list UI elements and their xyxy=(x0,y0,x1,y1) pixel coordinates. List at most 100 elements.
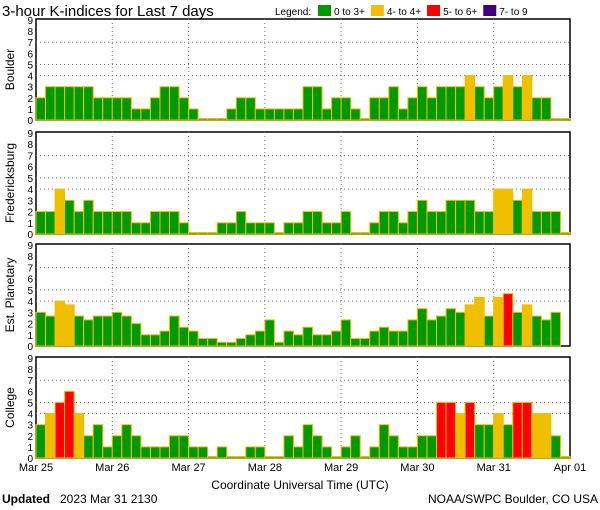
bar xyxy=(254,330,266,347)
bar xyxy=(159,211,170,235)
bar xyxy=(226,456,237,459)
bar xyxy=(302,211,314,235)
bar xyxy=(540,319,552,347)
bar xyxy=(149,97,161,121)
bar xyxy=(35,424,47,459)
bar xyxy=(321,222,333,235)
y-tick-label: 8 xyxy=(27,140,33,151)
bar xyxy=(378,424,390,459)
y-tick-label: 5 xyxy=(27,286,33,297)
bar xyxy=(369,97,380,121)
bar xyxy=(531,97,542,121)
bar xyxy=(245,97,256,121)
y-tick-label: 7 xyxy=(27,376,33,387)
bar xyxy=(321,108,333,121)
bar xyxy=(283,108,294,121)
x-axis-label: Coordinate Universal Time (UTC) xyxy=(211,478,388,492)
bar xyxy=(416,308,428,347)
x-axis-ticks: Mar 25 Mar 26 Mar 27 Mar 28 Mar 29 Mar 30 Mar … xyxy=(19,462,586,474)
x-tick-label: Mar 31 xyxy=(477,462,511,474)
bar xyxy=(550,118,561,121)
bar xyxy=(312,435,323,459)
y-tick-label: 6 xyxy=(27,49,33,60)
bar xyxy=(130,222,142,235)
y-tick-label: 1 xyxy=(27,219,33,230)
y-tick-label: 5 xyxy=(27,174,33,185)
bar xyxy=(369,330,380,347)
bar xyxy=(436,211,447,235)
bar xyxy=(483,211,495,235)
y-tick-label: 1 xyxy=(27,331,33,342)
bar xyxy=(331,456,342,459)
bar xyxy=(407,446,418,459)
bar xyxy=(45,315,56,347)
bar xyxy=(512,199,523,235)
bar xyxy=(121,315,132,347)
bar xyxy=(130,435,142,459)
bar xyxy=(502,293,514,347)
bar xyxy=(550,311,561,347)
y-tick-label: 9 xyxy=(27,129,33,140)
bar xyxy=(178,326,190,347)
bar xyxy=(45,86,56,121)
bar xyxy=(464,75,476,121)
bar xyxy=(102,446,113,459)
bar xyxy=(83,319,94,347)
bar xyxy=(359,232,371,235)
bar xyxy=(426,435,438,459)
y-tick-label: 5 xyxy=(27,398,33,409)
legend-swatch xyxy=(427,5,441,16)
bar xyxy=(455,311,466,347)
bar xyxy=(35,311,47,347)
bar xyxy=(64,199,75,235)
bar xyxy=(111,311,123,347)
bar xyxy=(531,315,542,347)
bar xyxy=(169,86,180,121)
y-tick-label: 0 xyxy=(27,230,33,241)
bar xyxy=(197,337,209,347)
y-tick-label: 8 xyxy=(27,252,33,263)
y-tick-label: 1 xyxy=(27,105,33,116)
bar xyxy=(502,424,514,459)
x-tick-label: Mar 30 xyxy=(400,462,434,474)
x-tick-label: Mar 25 xyxy=(19,462,53,474)
bar xyxy=(436,315,447,347)
bar xyxy=(521,75,533,121)
bar xyxy=(388,86,399,121)
bar xyxy=(207,232,218,235)
bar xyxy=(273,341,285,347)
x-tick-label: Apr 01 xyxy=(554,462,586,474)
bar xyxy=(540,211,552,235)
bar xyxy=(216,222,228,235)
bar xyxy=(273,232,285,235)
bar xyxy=(321,334,333,347)
bar xyxy=(140,222,151,235)
bar xyxy=(455,86,466,121)
bar xyxy=(102,315,113,347)
y-tick-label: 5 xyxy=(27,60,33,71)
bar xyxy=(121,424,132,459)
bar xyxy=(407,211,418,235)
bar xyxy=(111,435,123,459)
bar xyxy=(388,330,399,347)
y-tick-label: 6 xyxy=(27,275,33,286)
bar xyxy=(45,413,56,459)
bar xyxy=(445,401,457,459)
bar xyxy=(445,86,457,121)
bar xyxy=(178,222,190,235)
bar xyxy=(264,319,275,347)
bar xyxy=(292,334,304,347)
bar xyxy=(102,211,113,235)
bar xyxy=(140,446,151,459)
y-tick-label: 3 xyxy=(27,308,33,319)
bar xyxy=(407,319,418,347)
bar xyxy=(178,97,190,121)
bar xyxy=(64,86,75,121)
bar xyxy=(350,435,361,459)
bar xyxy=(350,232,361,235)
bar xyxy=(540,97,552,121)
bar xyxy=(521,188,533,235)
bar xyxy=(378,211,390,235)
